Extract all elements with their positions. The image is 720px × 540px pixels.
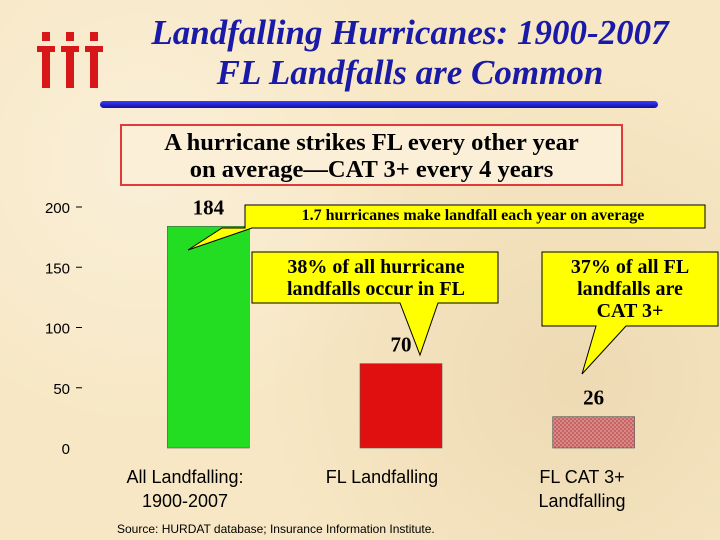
callout-3-line-2: landfalls are (577, 278, 683, 300)
category-label-line: FL CAT 3+ (539, 467, 625, 487)
callout-2-line-2: landfalls occur in FL (287, 278, 465, 300)
y-tick-label: 50 (53, 381, 70, 398)
callout-1-bubble (187, 204, 706, 251)
bar (359, 363, 443, 449)
callout-3-line-3: CAT 3+ (596, 300, 664, 322)
y-tick-label: 200 (45, 200, 70, 217)
callout-2-bubble (251, 251, 499, 357)
headline-box: A hurricane strikes FL every other year … (120, 124, 623, 186)
data-label: 184 (193, 195, 225, 219)
category-label-line: FL Landfalling (325, 467, 439, 487)
callout-2-text: 38% of all hurricane landfalls occur in … (258, 256, 494, 300)
category-label-line: 1900-2007 (141, 491, 229, 511)
headline-line-2: on average—CAT 3+ every 4 years (189, 156, 554, 183)
title-divider (100, 101, 658, 108)
y-tick-label: 0 (62, 441, 70, 458)
callout-2-line-1: 38% of all hurricane (287, 256, 465, 278)
category-label-line: Landfalling (538, 491, 626, 511)
y-tick-label: 100 (45, 321, 70, 338)
data-label: 70 (391, 333, 412, 357)
bar (167, 225, 250, 449)
callout-3-bubble (541, 251, 719, 375)
category-label-line: All Landfalling: (126, 467, 244, 487)
category-label-fl-cat3: FL CAT 3+ Landfalling (492, 465, 672, 513)
iii-logo-icon (37, 32, 103, 88)
chart-title-line-1: Landfalling Hurricanes: 1900-2007 (151, 13, 669, 52)
category-label-fl-landfalling: FL Landfalling (292, 465, 472, 489)
callout-1-text: 1.7 hurricanes make landfall each year o… (301, 207, 645, 224)
data-label: 26 (583, 386, 604, 410)
callout-3-text: 37% of all FL landfalls are CAT 3+ (540, 256, 720, 322)
chart-title-line-2: FL Landfalls are Common (216, 53, 604, 92)
category-label-all-landfalling: All Landfalling: 1900-2007 (95, 465, 275, 513)
y-tick-label: 150 (45, 260, 70, 277)
source-note: Source: HURDAT database; Insurance Infor… (117, 522, 435, 536)
callout-3-line-1: 37% of all FL (570, 256, 690, 278)
headline-line-1: A hurricane strikes FL every other year (164, 129, 579, 156)
bar (552, 416, 635, 449)
